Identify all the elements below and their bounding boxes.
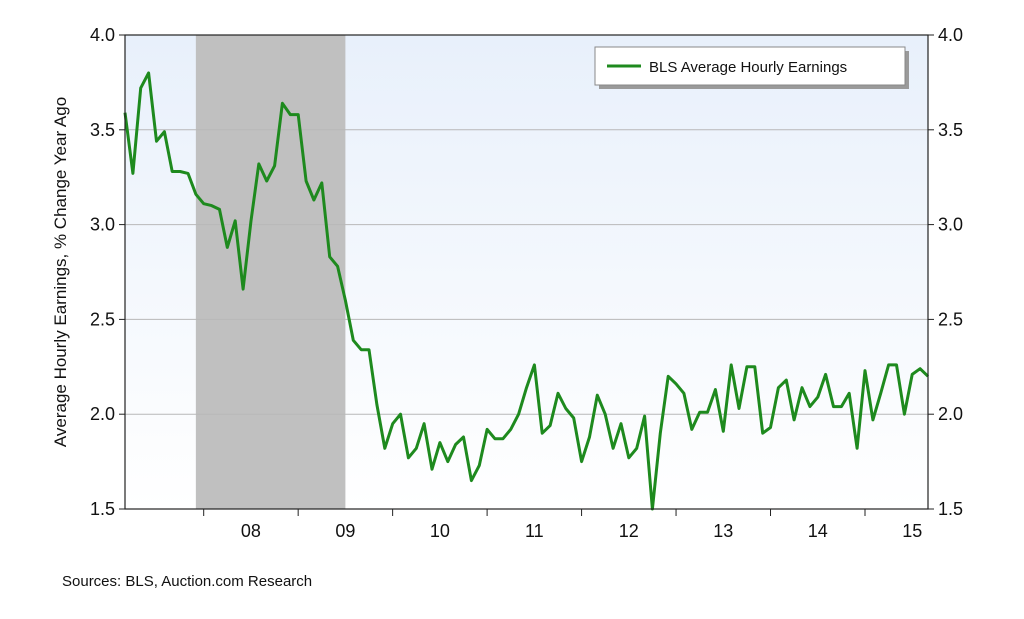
y-tick-label-left: 3.0 — [90, 215, 115, 235]
x-tick-label: 14 — [808, 521, 828, 541]
y-tick-label-right: 2.0 — [938, 404, 963, 424]
y-tick-label-left: 2.0 — [90, 404, 115, 424]
legend-box — [594, 46, 906, 86]
legend: BLS Average Hourly Earnings — [594, 46, 909, 89]
legend-label: BLS Average Hourly Earnings — [649, 59, 847, 76]
x-tick-label: 10 — [430, 521, 450, 541]
y-tick-label-right: 2.5 — [938, 309, 963, 329]
y-axis-label: Average Hourly Earnings, % Change Year A… — [51, 97, 70, 447]
recession-band — [195, 35, 346, 509]
y-tick-label-right: 4.0 — [938, 25, 963, 45]
y-tick-label-right: 1.5 — [938, 499, 963, 519]
x-tick-label: 12 — [619, 521, 639, 541]
x-tick-label: 13 — [713, 521, 733, 541]
x-tick-label: 09 — [335, 521, 355, 541]
plot-border — [124, 34, 929, 510]
source-note: Sources: BLS, Auction.com Research — [62, 573, 313, 590]
y-tick-label-left: 1.5 — [90, 499, 115, 519]
y-tick-label-right: 3.0 — [938, 215, 963, 235]
series-line — [123, 71, 930, 511]
x-tick-label: 11 — [525, 521, 544, 541]
y-tick-label-left: 3.5 — [90, 120, 115, 140]
y-tick-label-left: 4.0 — [90, 25, 115, 45]
y-tick-label-right: 3.5 — [938, 120, 963, 140]
x-tick-label: 15 — [902, 521, 922, 541]
y-tick-label-left: 2.5 — [90, 309, 115, 329]
x-tick-label: 08 — [241, 521, 261, 541]
